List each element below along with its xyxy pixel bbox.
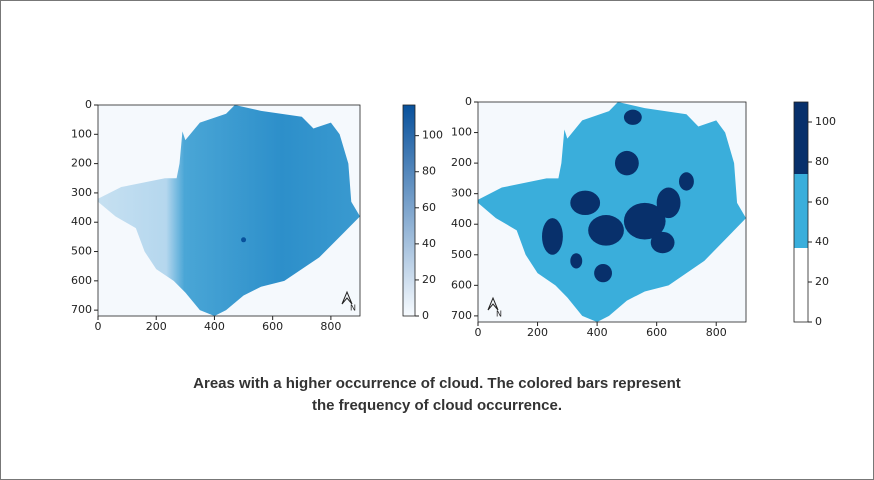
north-arrow xyxy=(341,290,353,305)
y-tick-label: 100 xyxy=(451,126,472,139)
cloud-area xyxy=(570,190,601,216)
y-tick-label: 300 xyxy=(451,187,472,200)
x-tick-label: 600 xyxy=(646,326,667,339)
caption-line: Areas with a higher occurrence of cloud.… xyxy=(193,375,681,392)
y-tick-label: 400 xyxy=(71,215,92,228)
x-tick-label: 200 xyxy=(146,320,167,333)
y-tick-label: 0 xyxy=(85,98,92,111)
colorbar-tick-label: 60 xyxy=(815,195,829,208)
y-tick-label: 600 xyxy=(71,274,92,287)
colorbar-tick-label: 100 xyxy=(815,115,836,128)
colorbar-bin xyxy=(794,174,808,248)
colorbar-tick-label: 40 xyxy=(422,237,436,250)
colorbar-frame xyxy=(402,104,416,317)
cloud-area xyxy=(623,202,666,240)
cloud-spot xyxy=(241,237,247,243)
x-tick-label: 800 xyxy=(706,326,727,339)
colorbar xyxy=(403,105,415,316)
cloud-area xyxy=(650,231,675,254)
y-tick-label: 200 xyxy=(71,157,92,170)
axes-frame xyxy=(97,104,361,317)
y-tick-label: 400 xyxy=(451,217,472,230)
north-arrow xyxy=(487,296,499,311)
x-tick-label: 600 xyxy=(262,320,283,333)
x-tick-label: 0 xyxy=(95,320,102,333)
y-tick-label: 500 xyxy=(71,245,92,258)
colorbar-bin xyxy=(794,102,808,174)
cloud-area xyxy=(614,150,639,176)
colorbar-tick-label: 60 xyxy=(422,201,436,214)
colorbar-tick-label: 80 xyxy=(422,165,436,178)
colorbar-bin xyxy=(794,248,808,322)
y-tick-label: 300 xyxy=(71,186,92,199)
caption-line: the frequency of cloud occurrence. xyxy=(312,397,562,414)
x-tick-label: 400 xyxy=(587,326,608,339)
x-tick-label: 0 xyxy=(475,326,482,339)
colorbar-tick-label: 20 xyxy=(815,275,829,288)
x-tick-label: 200 xyxy=(527,326,548,339)
y-tick-label: 500 xyxy=(451,248,472,261)
map-region xyxy=(478,102,746,322)
y-tick-label: 200 xyxy=(451,156,472,169)
colorbar-tick-label: 20 xyxy=(422,273,436,286)
north-label: N xyxy=(350,304,356,313)
cloud-area xyxy=(656,187,681,219)
y-tick-label: 700 xyxy=(71,303,92,316)
colorbar-tick-label: 40 xyxy=(815,235,829,248)
y-tick-label: 700 xyxy=(451,309,472,322)
map-region xyxy=(98,105,360,316)
cloud-area xyxy=(594,263,612,283)
x-tick-label: 400 xyxy=(204,320,225,333)
cloud-area xyxy=(588,215,624,246)
x-tick-label: 800 xyxy=(320,320,341,333)
north-label: N xyxy=(496,310,502,319)
y-tick-label: 100 xyxy=(71,127,92,140)
cloud-area xyxy=(679,172,694,191)
axes-frame xyxy=(477,101,747,323)
y-tick-label: 600 xyxy=(451,278,472,291)
colorbar-tick-label: 100 xyxy=(422,129,443,142)
cloud-area xyxy=(542,218,563,255)
y-tick-label: 0 xyxy=(465,95,472,108)
colorbar-tick-label: 0 xyxy=(815,315,822,328)
colorbar-tick-label: 80 xyxy=(815,155,829,168)
cloud-area xyxy=(623,109,642,125)
colorbar-frame xyxy=(793,101,809,323)
cloud-area xyxy=(570,253,583,269)
colorbar-tick-label: 0 xyxy=(422,309,429,322)
